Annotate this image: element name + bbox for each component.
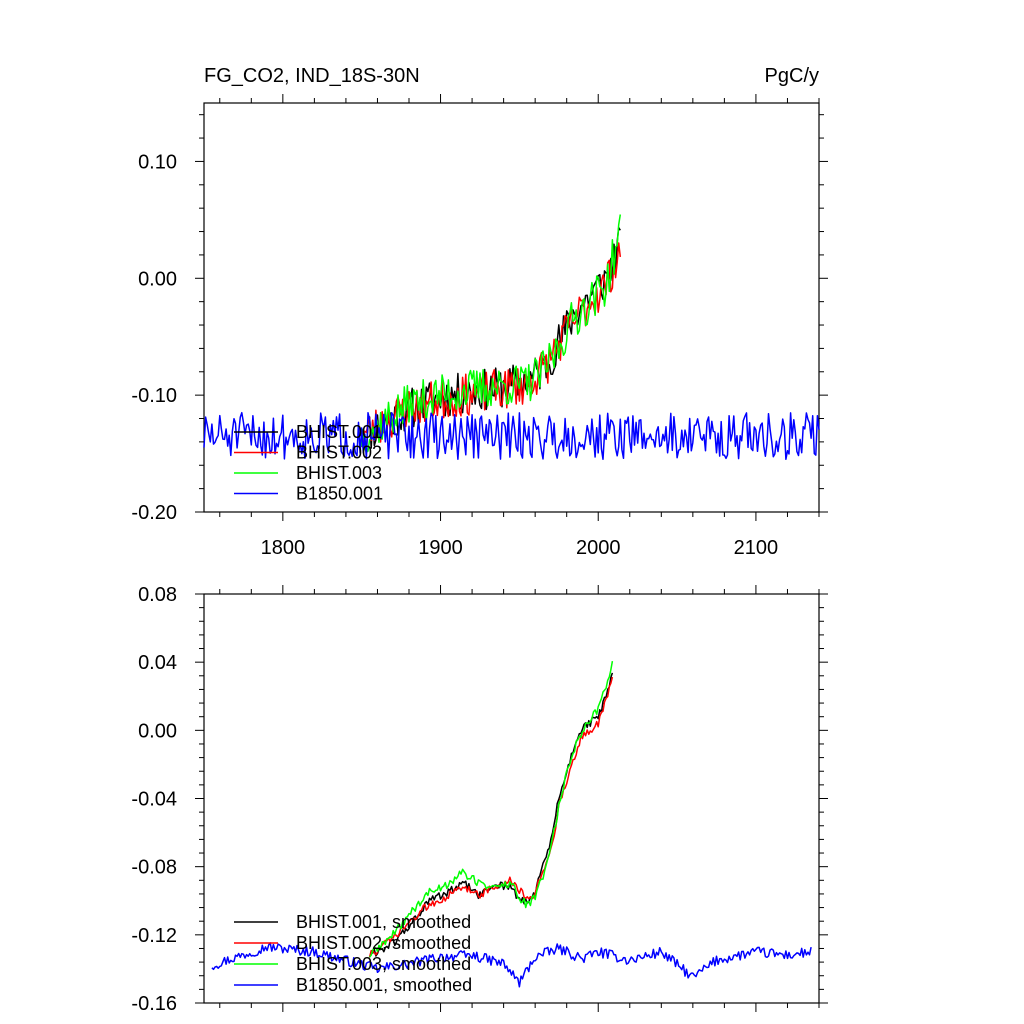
y-tick-label: -0.16 bbox=[131, 993, 177, 1015]
top-panel: 1800 1900 2000 2100 -0.20 -0.10 0.00 0.10 BHIST.… bbox=[131, 94, 828, 559]
series-line-3 bbox=[211, 942, 812, 988]
y-tick-label: 0.00 bbox=[138, 720, 177, 742]
series-line-2 bbox=[360, 214, 622, 454]
x-tick-label: 1800 bbox=[261, 537, 306, 559]
legend-label: BHIST.003 bbox=[296, 463, 382, 483]
x-tick-label: 2100 bbox=[734, 537, 779, 559]
legend-label: BHIST.001 bbox=[296, 422, 382, 442]
y-tick-label: -0.20 bbox=[131, 502, 177, 524]
y-tick-label: -0.10 bbox=[131, 385, 177, 407]
legend-label: B1850.001, smoothed bbox=[296, 975, 472, 995]
y-tick-label: 0.04 bbox=[138, 652, 177, 674]
plot-frame bbox=[203, 102, 820, 513]
legend-label: BHIST.002 bbox=[296, 443, 382, 463]
series-line-1 bbox=[360, 242, 622, 447]
x-tick-label: 2000 bbox=[576, 537, 621, 559]
units-label: PgC/y bbox=[765, 65, 819, 87]
series-line-0 bbox=[361, 226, 621, 452]
x-tick-label: 1900 bbox=[418, 537, 463, 559]
y-tick-label: -0.04 bbox=[131, 789, 177, 811]
y-tick-label: -0.12 bbox=[131, 925, 177, 947]
series-line-3 bbox=[203, 411, 820, 461]
legend-label: BHIST.001, smoothed bbox=[296, 912, 471, 932]
bottom-panel: -0.16 -0.12 -0.08 -0.04 0.00 0.04 0.08 BHIST.00… bbox=[131, 584, 828, 1015]
y-tick-label: -0.08 bbox=[131, 857, 177, 879]
legend-label: BHIST.003, smoothed bbox=[296, 954, 471, 974]
y-tick-label: 0.00 bbox=[138, 268, 177, 290]
series-line-2 bbox=[369, 660, 614, 958]
y-tick-label: 0.10 bbox=[138, 151, 177, 173]
panel-title: FG_CO2, IND_18S-30N bbox=[204, 65, 420, 87]
y-tick-label: 0.08 bbox=[138, 584, 177, 606]
legend-label: BHIST.002, smoothed bbox=[296, 933, 471, 953]
legend-label: B1850.001 bbox=[296, 484, 383, 504]
